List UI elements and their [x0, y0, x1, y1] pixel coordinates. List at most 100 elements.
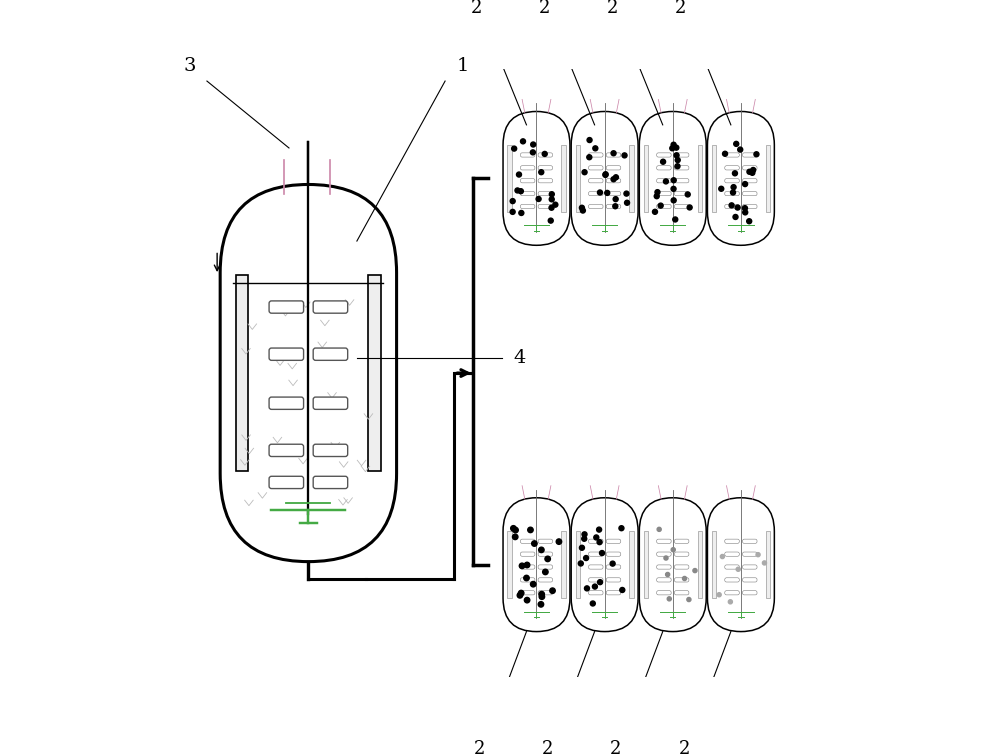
Circle shape [667, 596, 671, 601]
Circle shape [592, 584, 597, 589]
FancyBboxPatch shape [588, 590, 603, 595]
FancyBboxPatch shape [588, 153, 603, 157]
Circle shape [742, 206, 747, 211]
FancyBboxPatch shape [520, 539, 535, 544]
FancyBboxPatch shape [269, 348, 304, 361]
Text: 2: 2 [539, 0, 550, 17]
FancyBboxPatch shape [606, 578, 621, 582]
Circle shape [528, 527, 533, 533]
Circle shape [538, 602, 544, 607]
FancyBboxPatch shape [657, 204, 671, 209]
FancyBboxPatch shape [313, 348, 348, 361]
Circle shape [693, 569, 697, 572]
FancyBboxPatch shape [707, 111, 774, 245]
Circle shape [720, 554, 724, 559]
Circle shape [611, 150, 616, 156]
Bar [698, 145, 702, 212]
FancyBboxPatch shape [657, 539, 671, 544]
FancyBboxPatch shape [742, 153, 757, 157]
FancyBboxPatch shape [657, 153, 671, 157]
FancyBboxPatch shape [538, 578, 553, 582]
Circle shape [530, 581, 536, 587]
Circle shape [543, 569, 548, 575]
FancyBboxPatch shape [674, 590, 689, 595]
Circle shape [524, 562, 530, 568]
Text: 4: 4 [514, 349, 526, 367]
Circle shape [536, 197, 541, 202]
FancyBboxPatch shape [588, 166, 603, 170]
Bar [507, 531, 512, 598]
FancyBboxPatch shape [742, 204, 757, 209]
Bar [766, 531, 770, 598]
FancyBboxPatch shape [520, 578, 535, 582]
FancyBboxPatch shape [588, 539, 603, 544]
Circle shape [625, 200, 630, 206]
Circle shape [666, 572, 670, 577]
Circle shape [731, 190, 736, 195]
FancyBboxPatch shape [588, 565, 603, 569]
FancyBboxPatch shape [313, 301, 348, 313]
Circle shape [519, 563, 525, 569]
Text: 2: 2 [471, 0, 482, 17]
Circle shape [734, 141, 739, 147]
Circle shape [674, 153, 679, 158]
Circle shape [671, 187, 676, 191]
Circle shape [717, 593, 721, 596]
FancyBboxPatch shape [606, 153, 621, 157]
Circle shape [654, 194, 659, 199]
Circle shape [510, 209, 515, 215]
FancyBboxPatch shape [639, 111, 706, 245]
Circle shape [613, 197, 618, 202]
Circle shape [723, 151, 728, 156]
FancyBboxPatch shape [538, 191, 553, 196]
FancyBboxPatch shape [725, 204, 739, 209]
Circle shape [664, 556, 668, 560]
FancyBboxPatch shape [520, 565, 535, 569]
FancyBboxPatch shape [742, 552, 757, 556]
Bar [629, 145, 634, 212]
Circle shape [750, 170, 755, 175]
Bar [561, 145, 566, 212]
Circle shape [556, 539, 562, 544]
Circle shape [675, 157, 680, 163]
Bar [698, 531, 702, 598]
Bar [712, 145, 716, 212]
Circle shape [582, 531, 587, 537]
Circle shape [515, 188, 520, 193]
Circle shape [613, 204, 618, 209]
FancyBboxPatch shape [742, 578, 757, 582]
Circle shape [582, 169, 587, 175]
Circle shape [579, 545, 584, 550]
FancyBboxPatch shape [269, 476, 304, 488]
Circle shape [603, 172, 608, 177]
Circle shape [548, 218, 553, 223]
FancyBboxPatch shape [674, 565, 689, 569]
Circle shape [743, 210, 748, 215]
Text: 2: 2 [542, 739, 553, 756]
Circle shape [671, 142, 676, 147]
FancyBboxPatch shape [538, 590, 553, 595]
Circle shape [657, 528, 661, 531]
FancyBboxPatch shape [674, 552, 689, 556]
FancyBboxPatch shape [588, 204, 603, 209]
FancyBboxPatch shape [707, 497, 774, 631]
Bar [644, 531, 648, 598]
FancyBboxPatch shape [606, 565, 621, 569]
Circle shape [549, 205, 554, 210]
Circle shape [518, 590, 524, 596]
FancyBboxPatch shape [520, 552, 535, 556]
FancyBboxPatch shape [725, 178, 739, 183]
FancyBboxPatch shape [725, 590, 739, 595]
FancyBboxPatch shape [538, 565, 553, 569]
Circle shape [747, 169, 752, 175]
Bar [236, 275, 248, 471]
FancyBboxPatch shape [606, 178, 621, 183]
Circle shape [663, 179, 668, 184]
Circle shape [539, 169, 544, 175]
Circle shape [600, 550, 605, 556]
Circle shape [611, 177, 616, 181]
Circle shape [539, 591, 544, 597]
FancyBboxPatch shape [588, 191, 603, 196]
Circle shape [594, 535, 599, 540]
Circle shape [510, 199, 515, 203]
